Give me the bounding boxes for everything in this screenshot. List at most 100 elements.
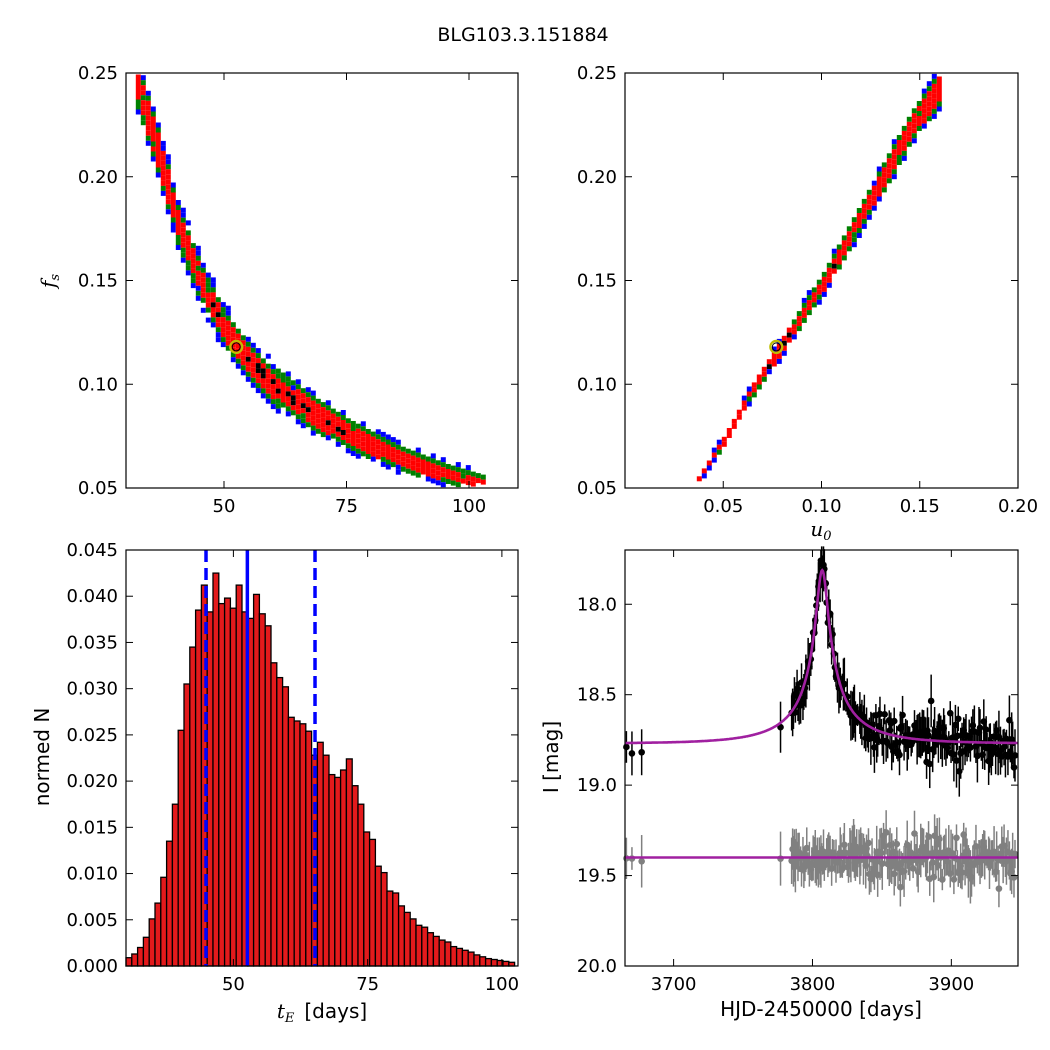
heatmap-cell-green [205, 307, 211, 313]
heatmap-cell-blue [155, 172, 161, 178]
histogram-bar [218, 602, 226, 967]
heatmap-cell-green [150, 141, 156, 147]
heatmap-cell-red [741, 400, 747, 406]
heatmap-cell-red [270, 389, 276, 395]
panel2-ytick-label: 0.10 [577, 374, 617, 395]
heatmap-cell-red [415, 457, 421, 463]
heatmap-cell-red [210, 312, 216, 318]
heatmap-cell-blue [706, 465, 712, 471]
heatmap-cell-green [926, 116, 932, 122]
heatmap-cell-black [786, 332, 792, 338]
heatmap-cell-green [836, 244, 842, 250]
heatmap-cell-red [210, 292, 216, 298]
heatmap-cell-green [345, 418, 351, 424]
heatmap-cell-green [140, 95, 146, 101]
heatmap-cell-blue [170, 182, 176, 188]
heatmap-cell-green [470, 471, 476, 477]
heatmap-cell-red [220, 322, 226, 328]
heatmap-cell-blue [856, 233, 862, 238]
heatmap-cell-red [370, 446, 376, 452]
heatmap-cell-red [290, 390, 296, 396]
heatmap-cell-red [280, 387, 286, 393]
heatmap-cell-green [225, 345, 231, 351]
heatmap-cell-green [435, 460, 441, 466]
heatmap-cell-green [460, 473, 466, 479]
black-data-point [876, 710, 884, 718]
heatmap-cell-black [831, 263, 837, 269]
heatmap-cell-red [175, 230, 181, 235]
gray-data-point [950, 876, 958, 883]
heatmap-cell-red [160, 155, 166, 161]
heatmap-cell-green [175, 240, 181, 245]
heatmap-cell-red [285, 401, 291, 407]
heatmap-cell-blue [140, 75, 146, 81]
heatmap-cell-blue [370, 456, 376, 462]
histogram-bar [386, 890, 394, 967]
heatmap-cell-blue [325, 400, 331, 406]
heatmap-cell-red [345, 433, 351, 439]
heatmap-cell-red [155, 157, 161, 163]
histogram-bar [392, 892, 400, 967]
heatmap-cell-blue [465, 465, 471, 471]
heatmap-cell-blue [440, 482, 446, 488]
heatmap-cell-blue [210, 322, 216, 328]
heatmap-cell-blue [200, 262, 206, 268]
histogram-bar [258, 613, 266, 967]
heatmap-cell-green [926, 86, 932, 92]
heatmap-cell-green [851, 232, 857, 238]
heatmap-cell-green [155, 127, 161, 133]
heatmap-cell-red [180, 222, 186, 228]
heatmap-cell-red [881, 167, 887, 173]
heatmap-cell-red [781, 335, 787, 341]
heatmap-cell-red [335, 416, 341, 422]
heatmap-cell-green [751, 392, 757, 398]
histogram-bar [270, 662, 278, 967]
heatmap-cell-green [315, 428, 321, 434]
heatmap-cell-red [240, 345, 246, 351]
heatmap-cell-black [290, 400, 296, 406]
heatmap-cell-red [225, 325, 231, 331]
heatmap-cell-red [926, 101, 932, 107]
heatmap-cell-green [405, 468, 411, 474]
heatmap-cell-blue [430, 478, 436, 484]
heatmap-cell-red [275, 383, 281, 389]
heatmap-cell-red [275, 393, 281, 399]
heatmap-cell-red [140, 85, 146, 91]
heatmap-cell-red [190, 248, 196, 254]
heatmap-cell-red [776, 353, 782, 359]
heatmap-cell-green [355, 448, 361, 454]
heatmap-cell-red [340, 420, 346, 425]
heatmap-cell-red [385, 449, 391, 455]
heatmap-cell-blue [926, 81, 932, 87]
heatmap-cell-blue [220, 342, 226, 348]
black-data-point [954, 715, 962, 723]
heatmap-cell-black [245, 356, 251, 362]
heatmap-cell-red [135, 94, 141, 100]
histogram-bar [223, 597, 232, 967]
heatmap-cell-green [921, 93, 927, 99]
heatmap-cell-red [791, 324, 797, 330]
heatmap-cell-blue [395, 469, 401, 475]
heatmap-cell-red [140, 105, 146, 111]
heatmap-cell-green [135, 99, 141, 105]
heatmap-cell-red [405, 458, 411, 464]
panel3-ytick-label: 0.010 [66, 864, 118, 885]
heatmap-cell-red [335, 421, 341, 427]
black-data-point [1010, 764, 1018, 771]
heatmap-cell-green [831, 253, 837, 259]
heatmap-cell-green [275, 368, 281, 374]
heatmap-cell-blue [215, 332, 221, 338]
heatmap-cell-green [160, 185, 166, 191]
heatmap-cell-green [405, 448, 411, 454]
panel1-xtick-label: 75 [335, 496, 358, 517]
heatmap-cell-red [791, 329, 797, 335]
heatmap-cell-green [370, 431, 376, 437]
heatmap-cell-red [370, 451, 376, 457]
heatmap-cell-red [886, 163, 892, 169]
heatmap-cell-green [891, 144, 897, 150]
heatmap-cell-green [205, 282, 211, 288]
heatmap-cell-red [440, 467, 446, 473]
heatmap-cell-green [215, 297, 221, 303]
heatmap-cell-red [390, 452, 396, 458]
histogram-bar [351, 785, 359, 967]
